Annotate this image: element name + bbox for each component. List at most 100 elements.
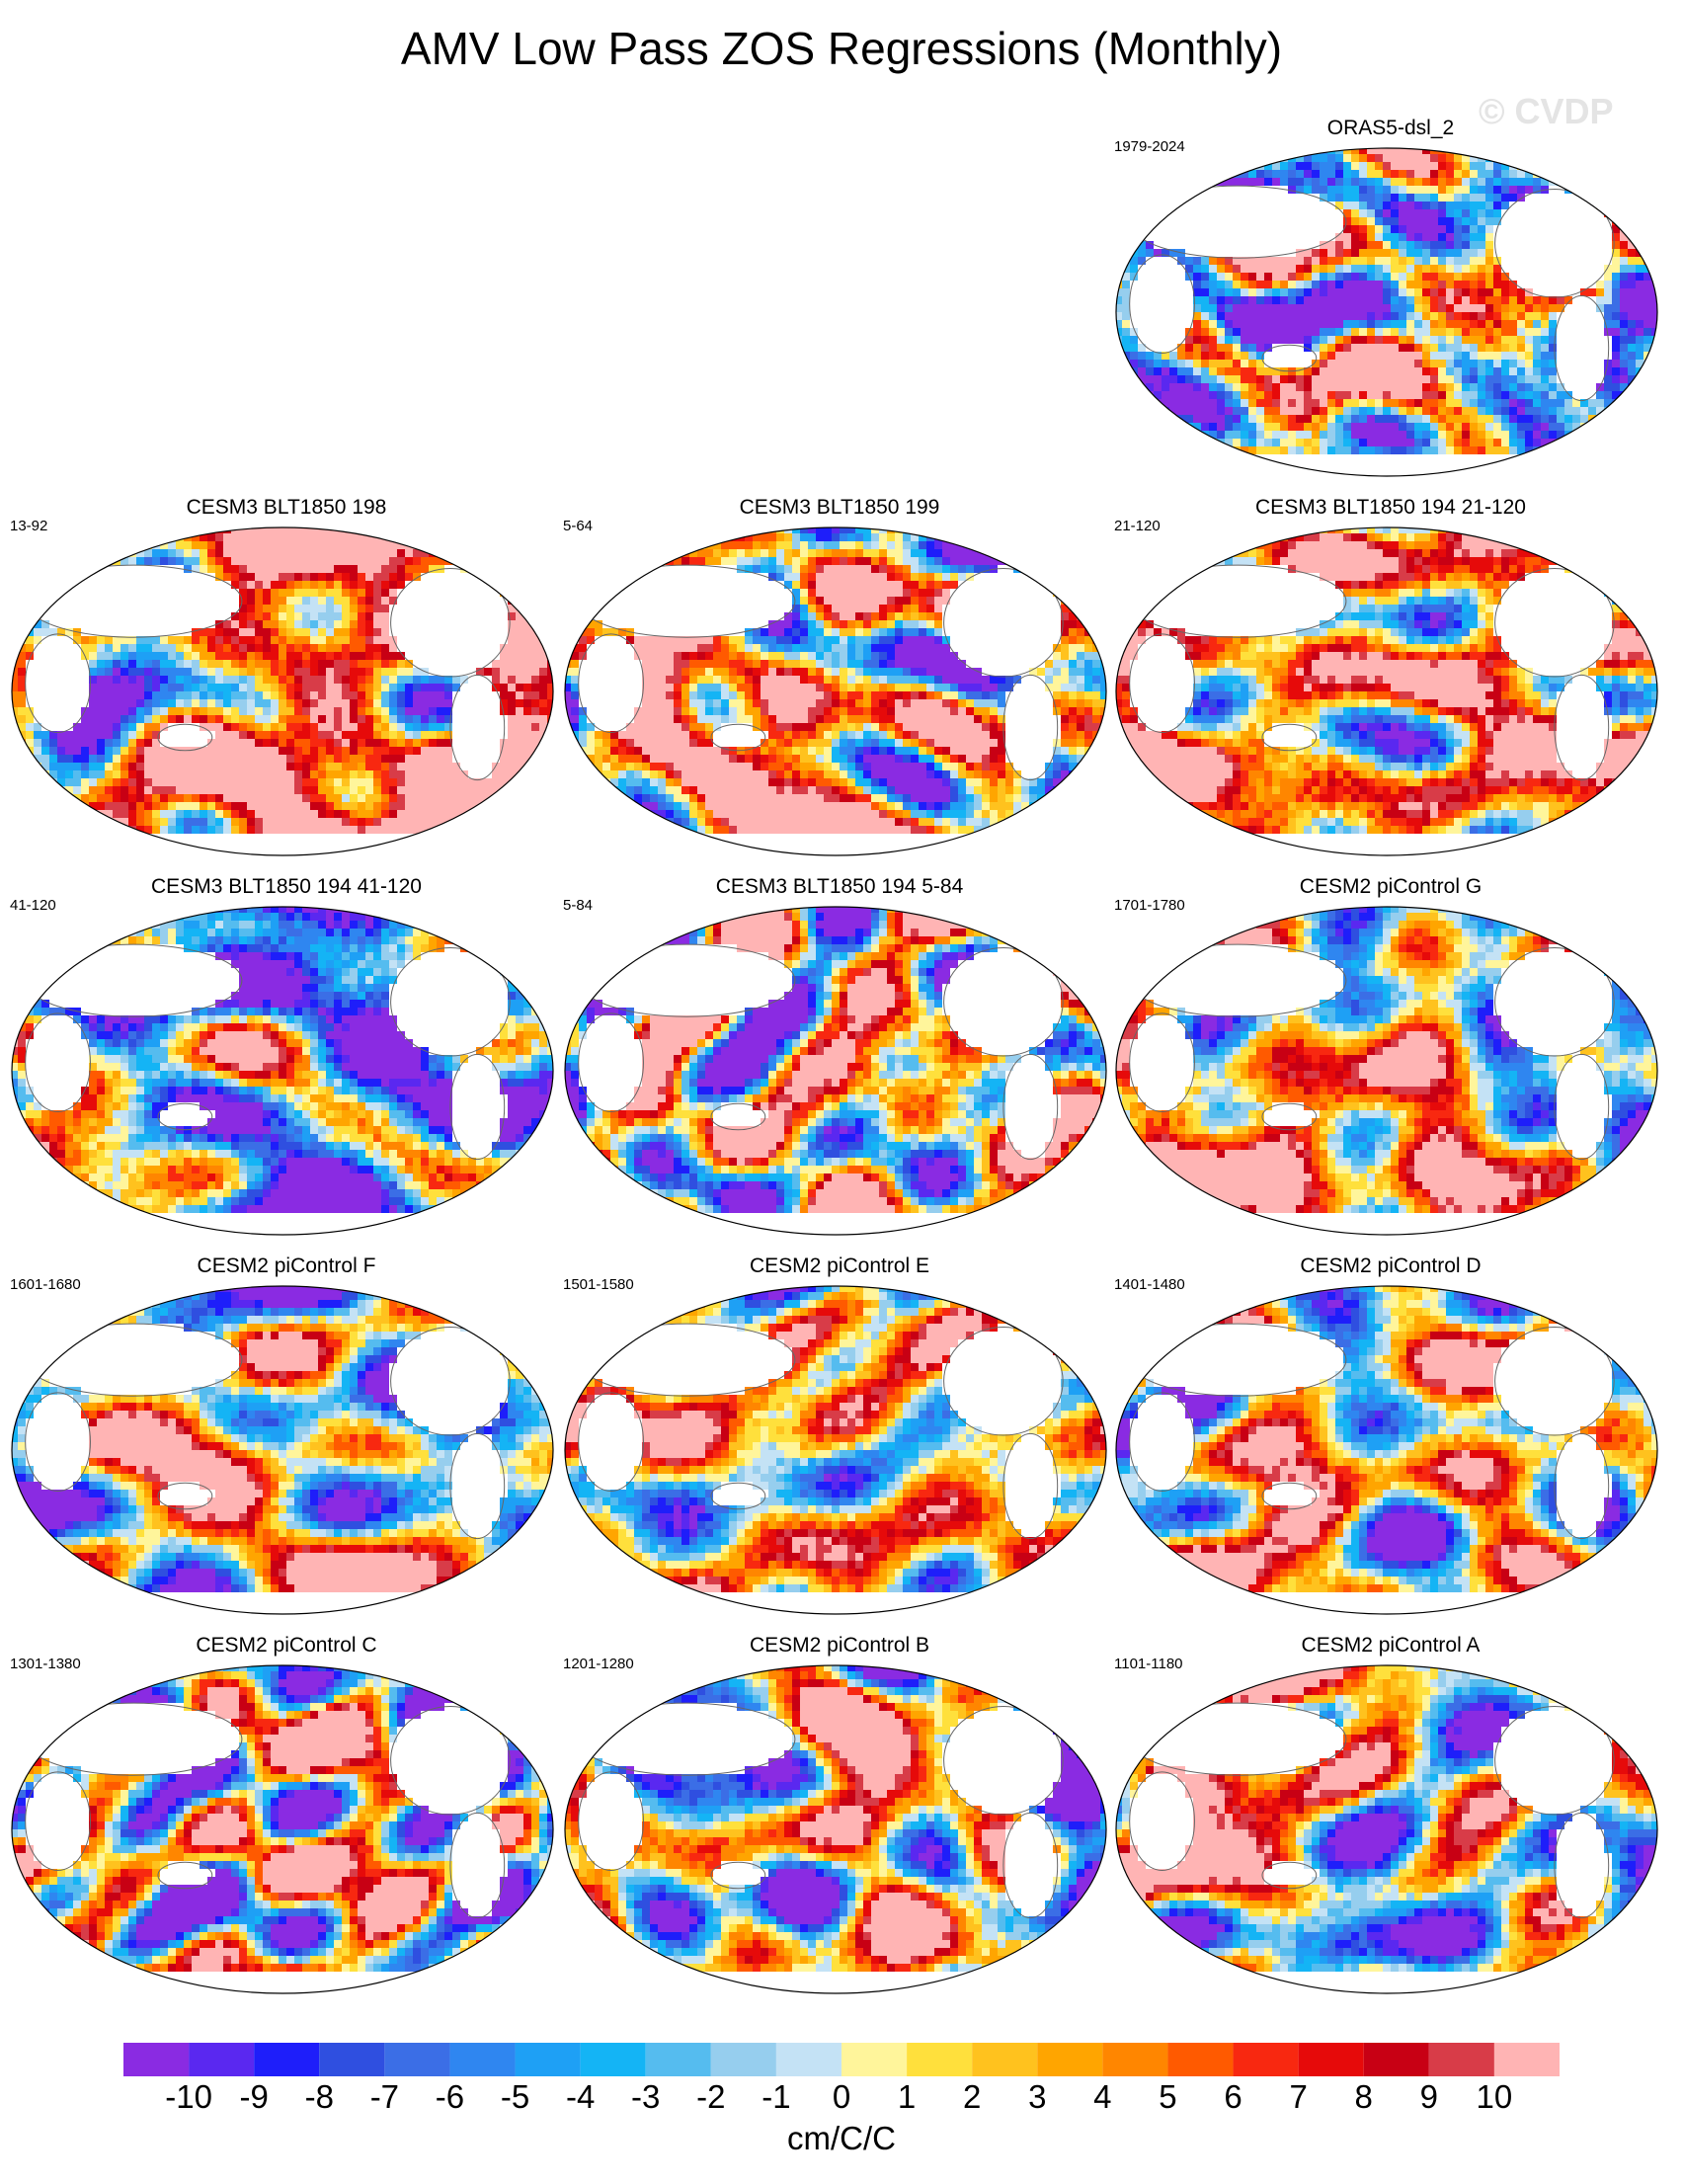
continent-outline (25, 1771, 91, 1871)
map-border (564, 1664, 1107, 1994)
continent-outline (1002, 1432, 1059, 1540)
panel-title: CESM2 piControl B (563, 1634, 1116, 1658)
continent-outline (1129, 1012, 1195, 1112)
regression-map (1115, 526, 1658, 856)
continent-outline (1494, 568, 1615, 678)
continent-outline (1554, 1053, 1610, 1161)
colorbar-swatch (384, 2043, 450, 2076)
continent-outline (390, 568, 511, 678)
continent-outline (1494, 189, 1615, 298)
colorbar-swatch (842, 2043, 908, 2076)
panel-year-range: 21-120 (1114, 518, 1161, 534)
continent-outline (390, 1327, 511, 1436)
regression-map (11, 906, 554, 1236)
continent-outline (710, 1102, 766, 1131)
regression-map (1115, 147, 1658, 477)
panel-title: CESM2 piControl E (563, 1254, 1116, 1278)
map-border (11, 1285, 554, 1615)
continent-outline (578, 633, 644, 733)
colorbar-swatch (907, 2043, 973, 2076)
field-shading (12, 907, 553, 1235)
panel-year-range: 5-84 (563, 897, 593, 914)
map-border (564, 906, 1107, 1236)
panel-year-range: 1979-2024 (1114, 138, 1185, 155)
panel-title: CESM3 BLT1850 199 (563, 496, 1116, 520)
regression-map (11, 526, 554, 856)
continent-outline (1261, 1102, 1318, 1131)
continent-outline (1002, 1053, 1059, 1161)
map-border (564, 526, 1107, 856)
colorbar-swatch (123, 2043, 190, 2076)
map-panel: CESM3 BLT1850 198 13-92 (10, 496, 563, 861)
continent-outline (1554, 674, 1610, 781)
continent-outline (578, 1771, 644, 1871)
panel-year-range: 1701-1780 (1114, 897, 1185, 914)
colorbar-tick-label: -3 (631, 2078, 660, 2116)
colorbar-swatch (189, 2043, 255, 2076)
regression-map (564, 526, 1107, 856)
colorbar-tick-label: -10 (165, 2078, 212, 2116)
panel-year-range: 13-92 (10, 518, 47, 534)
continent-outline (1494, 1327, 1615, 1436)
colorbar-units: cm/C/C (0, 2120, 1683, 2157)
colorbar-swatch (1102, 2043, 1168, 2076)
panel-year-range: 5-64 (563, 518, 593, 534)
continent-outline (157, 1861, 213, 1890)
regression-map (1115, 1664, 1658, 1994)
continent-outline (157, 723, 213, 752)
colorbar-tick-label: 1 (898, 2078, 916, 2116)
colorbar (123, 2043, 1560, 2076)
regression-map (11, 1285, 554, 1615)
colorbar-swatch (710, 2043, 776, 2076)
panel-year-range: 1601-1680 (10, 1276, 81, 1293)
continent-outline (1261, 1861, 1318, 1890)
panel-title: CESM3 BLT1850 194 21-120 (1114, 496, 1667, 520)
continent-outline (449, 1053, 506, 1161)
colorbar-swatch (1363, 2043, 1429, 2076)
colorbar-swatch (1428, 2043, 1494, 2076)
map-border (1115, 1285, 1658, 1615)
continent-outline (1129, 1771, 1195, 1871)
continent-outline (943, 947, 1064, 1057)
figure-title: AMV Low Pass ZOS Regressions (Monthly) (0, 22, 1683, 75)
colorbar-swatch (319, 2043, 385, 2076)
map-border (1115, 906, 1658, 1236)
colorbar-tick-label: -6 (436, 2078, 464, 2116)
colorbar-tick-label: -9 (240, 2078, 269, 2116)
map-panel: CESM3 BLT1850 194 5-84 5-84 (563, 875, 1116, 1241)
panel-year-range: 1401-1480 (1114, 1276, 1185, 1293)
colorbar-tick-label: -4 (566, 2078, 595, 2116)
colorbar-swatch (254, 2043, 320, 2076)
colorbar-tick-label: 3 (1028, 2078, 1046, 2116)
map-panel: CESM2 piControl B 1201-1280 (563, 1634, 1116, 1999)
map-panel: CESM3 BLT1850 194 41-120 41-120 (10, 875, 563, 1241)
continent-outline (1261, 344, 1318, 372)
colorbar-tick-label: 8 (1355, 2078, 1373, 2116)
continent-outline (1554, 1432, 1610, 1540)
map-panel: CESM2 piControl C 1301-1380 (10, 1634, 563, 1999)
continent-outline (1129, 254, 1195, 354)
colorbar-swatch (1493, 2043, 1560, 2076)
panel-year-range: 1301-1380 (10, 1656, 81, 1672)
regression-map (564, 1285, 1107, 1615)
regression-map (564, 1664, 1107, 1994)
continent-outline (1261, 723, 1318, 752)
continent-outline (943, 568, 1064, 678)
continent-outline (449, 1432, 506, 1540)
continent-outline (710, 1861, 766, 1890)
regression-map (1115, 1285, 1658, 1615)
colorbar-tick-label: 0 (833, 2078, 850, 2116)
regression-map (564, 906, 1107, 1236)
colorbar-tick-label: 4 (1093, 2078, 1111, 2116)
continent-outline (25, 1012, 91, 1112)
colorbar-tick-label: 10 (1477, 2078, 1513, 2116)
panel-title: CESM3 BLT1850 194 5-84 (563, 875, 1116, 899)
colorbar-swatch (1233, 2043, 1299, 2076)
continent-outline (1002, 1812, 1059, 1919)
continent-outline (710, 1482, 766, 1510)
watermark: © CVDP (1479, 91, 1614, 132)
panel-year-range: 1101-1180 (1114, 1656, 1183, 1672)
colorbar-tick-label: -8 (305, 2078, 334, 2116)
map-panel: CESM2 piControl E 1501-1580 (563, 1254, 1116, 1620)
panel-title: CESM2 piControl F (10, 1254, 563, 1278)
